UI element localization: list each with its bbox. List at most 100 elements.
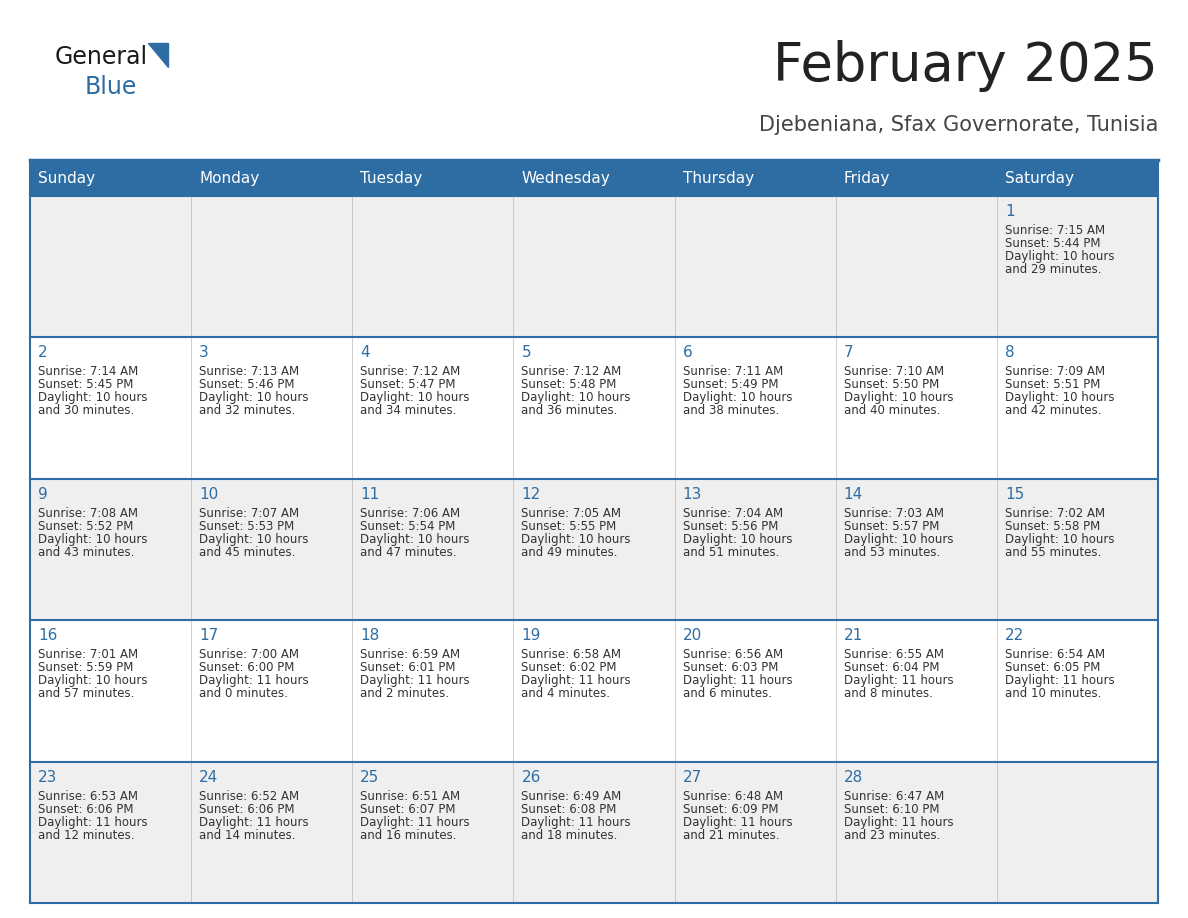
Bar [30, 196, 1158, 338]
Text: Daylight: 10 hours: Daylight: 10 hours [683, 532, 792, 546]
Text: Sunrise: 7:11 AM: Sunrise: 7:11 AM [683, 365, 783, 378]
Text: and 40 minutes.: and 40 minutes. [843, 405, 940, 418]
Polygon shape [148, 43, 168, 67]
Text: 20: 20 [683, 628, 702, 644]
Text: 7: 7 [843, 345, 853, 361]
Text: Daylight: 11 hours: Daylight: 11 hours [200, 674, 309, 688]
Text: Daylight: 11 hours: Daylight: 11 hours [683, 674, 792, 688]
Text: Sunrise: 7:04 AM: Sunrise: 7:04 AM [683, 507, 783, 520]
Text: and 45 minutes.: and 45 minutes. [200, 546, 296, 559]
Text: Daylight: 11 hours: Daylight: 11 hours [1005, 674, 1114, 688]
Text: and 34 minutes.: and 34 minutes. [360, 405, 456, 418]
Text: Sunrise: 7:09 AM: Sunrise: 7:09 AM [1005, 365, 1105, 378]
Text: Daylight: 10 hours: Daylight: 10 hours [200, 532, 309, 546]
Text: Daylight: 10 hours: Daylight: 10 hours [683, 391, 792, 405]
Text: Sunset: 5:49 PM: Sunset: 5:49 PM [683, 378, 778, 391]
Text: Sunrise: 7:12 AM: Sunrise: 7:12 AM [522, 365, 621, 378]
Text: Daylight: 11 hours: Daylight: 11 hours [843, 815, 953, 829]
Text: Sunrise: 6:59 AM: Sunrise: 6:59 AM [360, 648, 461, 661]
Text: Sunrise: 6:53 AM: Sunrise: 6:53 AM [38, 789, 138, 802]
Text: 9: 9 [38, 487, 48, 502]
Text: Sunset: 6:02 PM: Sunset: 6:02 PM [522, 661, 617, 674]
Text: and 0 minutes.: and 0 minutes. [200, 688, 287, 700]
Text: Sunrise: 7:02 AM: Sunrise: 7:02 AM [1005, 507, 1105, 520]
Text: Sunrise: 7:05 AM: Sunrise: 7:05 AM [522, 507, 621, 520]
Bar [30, 762, 1158, 903]
Text: 11: 11 [360, 487, 379, 502]
Text: 16: 16 [38, 628, 57, 644]
Text: Tuesday: Tuesday [360, 171, 423, 185]
Text: and 42 minutes.: and 42 minutes. [1005, 405, 1101, 418]
Text: 5: 5 [522, 345, 531, 361]
Text: 27: 27 [683, 769, 702, 785]
Text: and 55 minutes.: and 55 minutes. [1005, 546, 1101, 559]
Text: Sunrise: 7:00 AM: Sunrise: 7:00 AM [200, 648, 299, 661]
Text: Thursday: Thursday [683, 171, 753, 185]
Text: Sunset: 5:47 PM: Sunset: 5:47 PM [360, 378, 456, 391]
Bar [30, 479, 1158, 621]
Text: Saturday: Saturday [1005, 171, 1074, 185]
Text: and 57 minutes.: and 57 minutes. [38, 688, 134, 700]
Text: Sunrise: 6:58 AM: Sunrise: 6:58 AM [522, 648, 621, 661]
Text: Friday: Friday [843, 171, 890, 185]
Text: 10: 10 [200, 487, 219, 502]
Text: and 12 minutes.: and 12 minutes. [38, 829, 134, 842]
Text: Daylight: 10 hours: Daylight: 10 hours [200, 391, 309, 405]
Text: Daylight: 10 hours: Daylight: 10 hours [843, 532, 953, 546]
Text: Djebeniana, Sfax Governorate, Tunisia: Djebeniana, Sfax Governorate, Tunisia [759, 115, 1158, 135]
Bar [30, 160, 1158, 196]
Text: Sunrise: 7:15 AM: Sunrise: 7:15 AM [1005, 224, 1105, 237]
Text: Sunset: 5:53 PM: Sunset: 5:53 PM [200, 520, 295, 532]
Text: Daylight: 10 hours: Daylight: 10 hours [843, 391, 953, 405]
Text: Daylight: 11 hours: Daylight: 11 hours [683, 815, 792, 829]
Text: and 14 minutes.: and 14 minutes. [200, 829, 296, 842]
Text: Sunrise: 6:56 AM: Sunrise: 6:56 AM [683, 648, 783, 661]
Text: Daylight: 11 hours: Daylight: 11 hours [522, 815, 631, 829]
Text: Sunset: 5:44 PM: Sunset: 5:44 PM [1005, 237, 1100, 250]
Text: 25: 25 [360, 769, 379, 785]
Text: February 2025: February 2025 [773, 40, 1158, 92]
Text: General: General [55, 45, 148, 69]
Text: and 10 minutes.: and 10 minutes. [1005, 688, 1101, 700]
Text: Sunrise: 7:13 AM: Sunrise: 7:13 AM [200, 365, 299, 378]
Text: and 36 minutes.: and 36 minutes. [522, 405, 618, 418]
Text: and 43 minutes.: and 43 minutes. [38, 546, 134, 559]
Text: Sunday: Sunday [38, 171, 95, 185]
Text: Sunrise: 7:10 AM: Sunrise: 7:10 AM [843, 365, 943, 378]
Text: 4: 4 [360, 345, 369, 361]
Text: Sunset: 5:48 PM: Sunset: 5:48 PM [522, 378, 617, 391]
Text: Daylight: 10 hours: Daylight: 10 hours [522, 532, 631, 546]
Text: and 21 minutes.: and 21 minutes. [683, 829, 779, 842]
Text: 2: 2 [38, 345, 48, 361]
Text: and 18 minutes.: and 18 minutes. [522, 829, 618, 842]
Text: Sunrise: 7:07 AM: Sunrise: 7:07 AM [200, 507, 299, 520]
Text: and 51 minutes.: and 51 minutes. [683, 546, 779, 559]
Text: Sunset: 6:06 PM: Sunset: 6:06 PM [200, 802, 295, 815]
Text: 28: 28 [843, 769, 862, 785]
Text: Sunset: 6:03 PM: Sunset: 6:03 PM [683, 661, 778, 674]
Text: Sunset: 5:45 PM: Sunset: 5:45 PM [38, 378, 133, 391]
Text: 15: 15 [1005, 487, 1024, 502]
Text: Sunset: 5:54 PM: Sunset: 5:54 PM [360, 520, 456, 532]
Text: Daylight: 10 hours: Daylight: 10 hours [1005, 391, 1114, 405]
Text: Sunrise: 7:14 AM: Sunrise: 7:14 AM [38, 365, 138, 378]
Text: 19: 19 [522, 628, 541, 644]
Text: and 30 minutes.: and 30 minutes. [38, 405, 134, 418]
Text: Sunset: 5:55 PM: Sunset: 5:55 PM [522, 520, 617, 532]
Text: 3: 3 [200, 345, 209, 361]
Text: Sunset: 5:52 PM: Sunset: 5:52 PM [38, 520, 133, 532]
Text: Sunset: 6:10 PM: Sunset: 6:10 PM [843, 802, 940, 815]
Text: Monday: Monday [200, 171, 259, 185]
Text: Sunrise: 6:52 AM: Sunrise: 6:52 AM [200, 789, 299, 802]
Text: Sunrise: 6:47 AM: Sunrise: 6:47 AM [843, 789, 944, 802]
Text: Sunset: 5:59 PM: Sunset: 5:59 PM [38, 661, 133, 674]
Text: Sunset: 5:46 PM: Sunset: 5:46 PM [200, 378, 295, 391]
Text: and 4 minutes.: and 4 minutes. [522, 688, 611, 700]
Text: Sunrise: 7:08 AM: Sunrise: 7:08 AM [38, 507, 138, 520]
Text: and 29 minutes.: and 29 minutes. [1005, 263, 1101, 276]
Text: Sunset: 6:00 PM: Sunset: 6:00 PM [200, 661, 295, 674]
Text: 18: 18 [360, 628, 379, 644]
Text: Sunrise: 6:55 AM: Sunrise: 6:55 AM [843, 648, 943, 661]
Text: Daylight: 10 hours: Daylight: 10 hours [522, 391, 631, 405]
Text: Sunset: 6:06 PM: Sunset: 6:06 PM [38, 802, 133, 815]
